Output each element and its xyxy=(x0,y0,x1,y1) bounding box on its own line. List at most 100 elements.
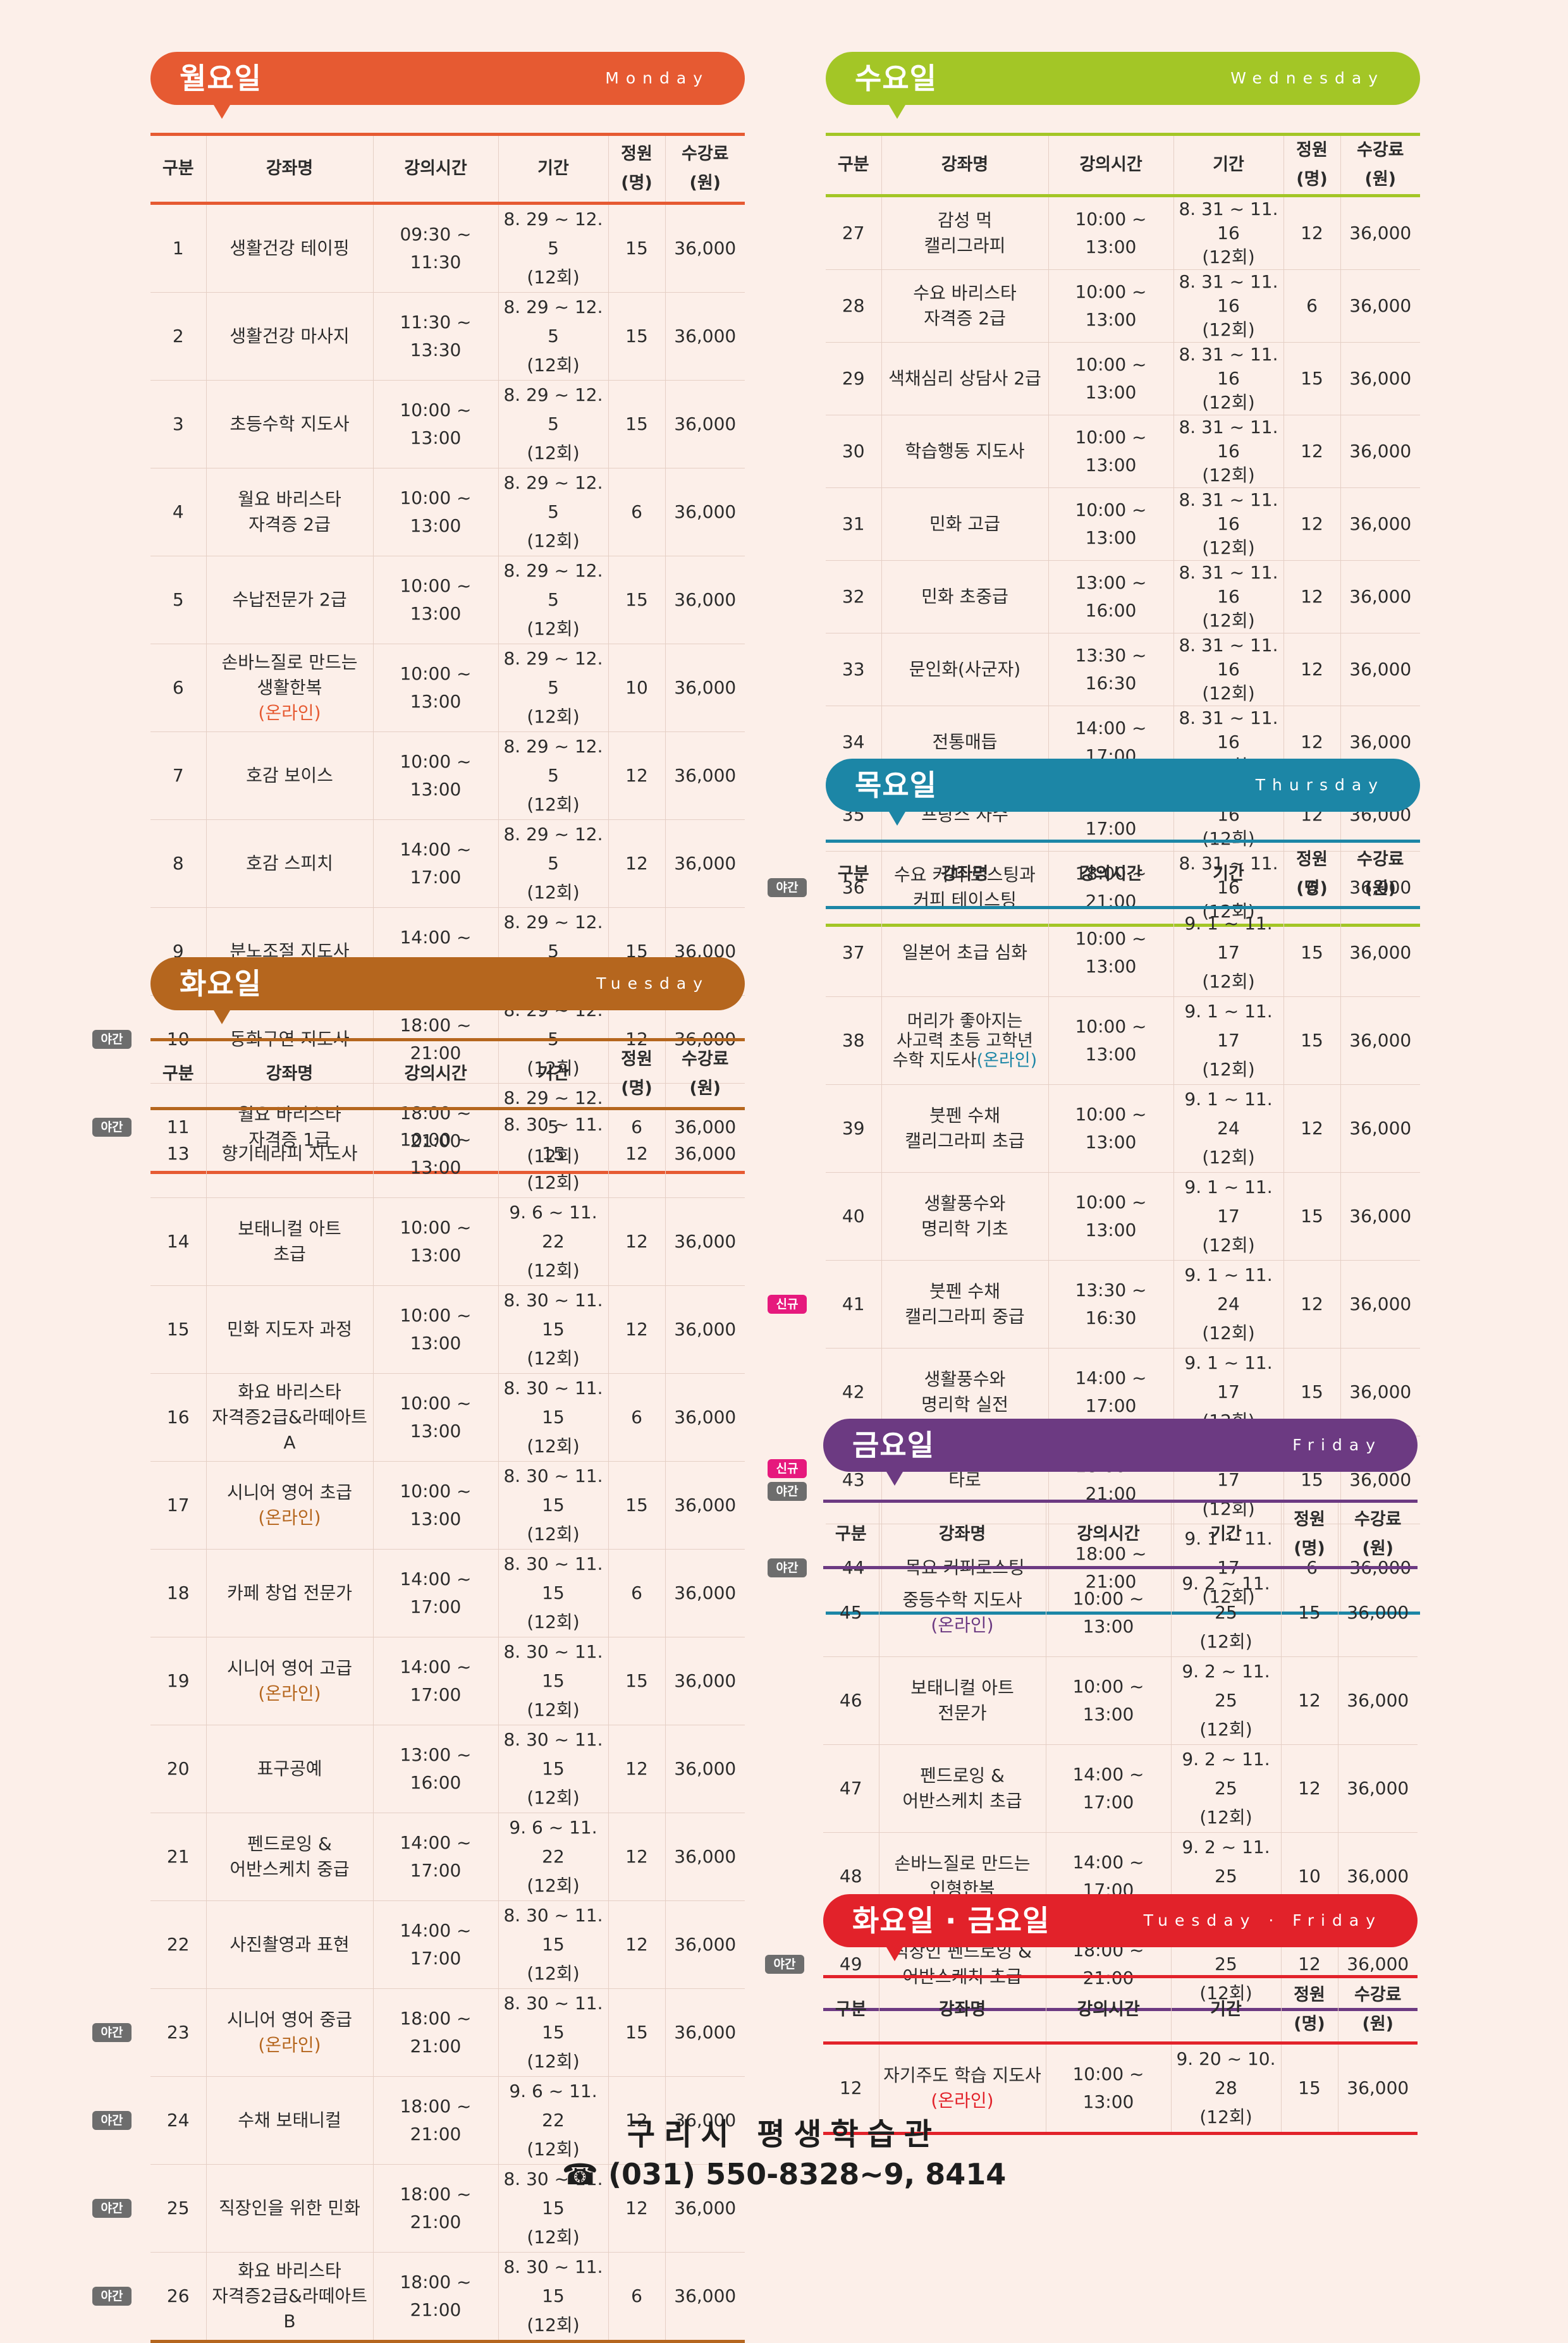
name-cell: 호감 보이스 xyxy=(205,731,373,820)
fee-cell: 36,000 xyxy=(1340,633,1420,706)
name-cell: 수납전문가 2급 xyxy=(205,556,373,644)
day-title: 목요일 xyxy=(855,768,937,802)
thursday-section: 목요일 Thursday 구분 강좌명 강의시간 기간 정원 (명) 수강료 (원) 37 일본어… xyxy=(768,759,1420,1615)
row-badges: 신규 야간 xyxy=(768,1459,807,1501)
capacity-cell: 12 xyxy=(608,1813,665,1901)
header-time: 강의시간 xyxy=(372,1039,498,1110)
time-cell: 18:00 ~ 21:00 xyxy=(372,2076,498,2165)
name-cell: 머리가 좋아지는 사고력 초등 고학년 수학 지도사(온라인) xyxy=(881,996,1048,1085)
time-cell: 14:00 ~ 17:00 xyxy=(372,1813,498,1901)
capacity-cell: 6 xyxy=(608,1549,665,1637)
period-cell: 9. 2 ~ 11. 25(12회) xyxy=(1170,1567,1281,1657)
name-cell: 펜드로잉 & 어반스케치 중급 xyxy=(205,1813,373,1901)
header-time: 강의시간 xyxy=(1048,134,1173,197)
table-header-row: 구분 강좌명 강의시간 기간 정원 (명) 수강료 (원) xyxy=(826,841,1420,909)
no-cell: 2 xyxy=(150,292,206,381)
fee-cell: 36,000 xyxy=(665,1461,745,1550)
period-cell: 8. 31 ~ 11. 16(12회) xyxy=(1173,195,1283,270)
period-cell: 8. 29 ~ 12. 5(12회) xyxy=(498,644,608,732)
time-cell: 10:00 ~ 13:00 xyxy=(1045,1567,1171,1657)
fee-cell: 36,000 xyxy=(665,292,745,381)
no-cell: 33 xyxy=(826,633,881,706)
header-capacity: 정원 (명) xyxy=(1283,134,1340,197)
header-name: 강좌명 xyxy=(205,134,373,205)
no-cell: 22 xyxy=(150,1900,206,1989)
capacity-cell: 15 xyxy=(608,203,665,293)
capacity-cell: 12 xyxy=(608,1900,665,1989)
table-row: 31 민화 고급 10:00 ~ 13:00 8. 31 ~ 11. 16 (12회) 1… xyxy=(826,487,1420,561)
evening-class-badge: 야간 xyxy=(92,1030,132,1049)
banner-pointer xyxy=(886,1947,903,1961)
name-cell: 보태니컬 아트 초급 xyxy=(205,1197,373,1286)
fee-cell: 36,000 xyxy=(665,1725,745,1813)
fee-cell: 36,000 xyxy=(665,1373,745,1462)
online-tag: (온라인) xyxy=(931,2090,994,2111)
fee-cell: 36,000 xyxy=(665,1108,745,1198)
capacity-cell: 6 xyxy=(608,468,665,556)
no-cell: 4 xyxy=(150,468,206,556)
tuesday-friday-table: 구분 강좌명 강의시간 기간 정원 (명) 수강료 (원) 12 자기주도 학습 지도사 (온라인)… xyxy=(823,1975,1418,2135)
time-cell: 14:00 ~ 17:00 xyxy=(372,1637,498,1725)
table-row: 19 시니어 영어 고급 (온라인) 14:00 ~ 17:00 8. 30 ~ 11.… xyxy=(150,1637,745,1725)
header-fee: 수강료 (원) xyxy=(1337,1501,1418,1569)
time-cell: 13:30 ~ 16:30 xyxy=(1048,1260,1173,1349)
banner-pointer xyxy=(889,105,905,119)
capacity-cell: 12 xyxy=(1280,1656,1338,1745)
no-cell: 7 xyxy=(150,731,206,820)
capacity-cell: 12 xyxy=(608,2076,665,2165)
period-cell: 9. 6 ~ 11. 22 (12회) xyxy=(498,1813,608,1901)
name-cell: 색채심리 상담사 2급 xyxy=(881,342,1048,415)
banner-pointer xyxy=(214,1010,230,1024)
period-cell: 8. 30 ~ 11. 15 (12회) xyxy=(498,1549,608,1637)
header-time: 강의시간 xyxy=(1045,1501,1171,1569)
period-cell: 8. 31 ~ 11. 16(12회) xyxy=(1173,633,1283,706)
table-row: 46 보태니컬 아트 전문가 10:00 ~ 13:00 9. 2 ~ 11. 25 (1… xyxy=(823,1656,1418,1745)
fee-cell: 36,000 xyxy=(665,203,745,293)
fee-cell: 36,000 xyxy=(665,380,745,468)
time-cell: 14:00 ~ 17:00 xyxy=(372,1549,498,1637)
period-cell: 9. 2 ~ 11. 25(12회) xyxy=(1170,1744,1281,1833)
fee-cell: 36,000 xyxy=(665,1197,745,1286)
period-cell: 8. 30 ~ 11. 15 (12회) xyxy=(498,1988,608,2077)
header-no: 구분 xyxy=(823,1501,879,1569)
no-cell: 20 xyxy=(150,1725,206,1813)
row-badges: 야간 xyxy=(92,2199,132,2218)
row-badges: 야간 xyxy=(92,1030,132,1049)
period-cell: 8. 30 ~ 11. 15 (12회) xyxy=(498,1900,608,1989)
no-cell: 24 야간 xyxy=(92,2076,206,2165)
table-row: 33 문인화(사군자) 13:30 ~ 16:30 8. 31 ~ 11. 16 (12… xyxy=(826,633,1420,706)
table-row: 18 카페 창업 전문가 14:00 ~ 17:00 8. 30 ~ 11. 15 (1… xyxy=(150,1549,745,1637)
capacity-cell: 15 xyxy=(1280,1567,1338,1657)
period-cell: 8. 31 ~ 11. 16(12회) xyxy=(1173,342,1283,415)
name-cell: 시니어 영어 초급 (온라인) xyxy=(205,1461,373,1550)
capacity-cell: 15 xyxy=(608,1461,665,1550)
no-cell: 30 xyxy=(826,415,881,488)
header-capacity: 정원 (명) xyxy=(1280,1976,1338,2045)
time-cell: 10:00 ~ 13:00 xyxy=(1048,342,1173,415)
row-badges: 신규 xyxy=(768,1295,807,1314)
day-title: 월요일 xyxy=(180,61,262,95)
fee-cell: 36,000 xyxy=(1337,1744,1418,1833)
evening-class-badge: 야간 xyxy=(768,878,807,897)
thursday-banner: 목요일 Thursday xyxy=(826,759,1420,826)
capacity-cell: 12 xyxy=(1283,560,1340,633)
header-no: 구분 xyxy=(150,134,206,205)
time-cell: 10:00 ~ 13:00 xyxy=(1045,2043,1171,2134)
no-cell: 39 xyxy=(826,1084,881,1173)
thursday-table: 구분 강좌명 강의시간 기간 정원 (명) 수강료 (원) 37 일본어 초급 심화 10:00 ~… xyxy=(768,840,1420,1615)
period-cell: 8. 30 ~ 11. 15 (12회) xyxy=(498,1461,608,1550)
day-title: 화요일 xyxy=(180,967,262,1001)
period-cell: 8. 31 ~ 11. 16(12회) xyxy=(1173,487,1283,561)
table-row: 45 중등수학 지도사 (온라인) 10:00 ~ 13:00 9. 2 ~ 11. 2… xyxy=(823,1567,1418,1657)
name-cell: 시니어 영어 고급 (온라인) xyxy=(205,1637,373,1725)
table-row: 32 민화 초중급 13:00 ~ 16:00 8. 31 ~ 11. 16 (12회)… xyxy=(826,560,1420,633)
online-tag: (온라인) xyxy=(258,1683,321,1704)
table-row: 1 생활건강 테이핑 09:30 ~ 11:30 8. 29 ~ 12. 5 (12회)… xyxy=(150,203,745,293)
name-cell: 호감 스피치 xyxy=(205,819,373,908)
row-badges: 야간 xyxy=(92,1118,132,1137)
row-badges: 야간 xyxy=(92,2287,132,2306)
time-cell: 10:00 ~ 13:00 xyxy=(372,1461,498,1550)
no-cell: 14 xyxy=(150,1197,206,1286)
fee-cell: 36,000 xyxy=(665,731,745,820)
name-cell: 생활건강 마사지 xyxy=(205,292,373,381)
